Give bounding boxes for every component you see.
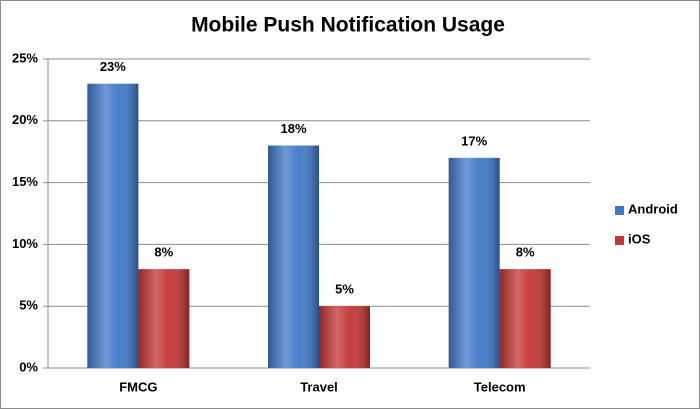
legend-label: iOS <box>628 231 651 246</box>
data-label: 17% <box>461 133 487 148</box>
bar-shade <box>499 269 551 368</box>
legend-label: Android <box>628 201 678 216</box>
x-tick-label: Travel <box>300 379 338 394</box>
legend-swatch <box>615 236 624 245</box>
y-tick-label: 5% <box>19 298 38 313</box>
data-label: 18% <box>280 121 306 136</box>
y-tick-label: 25% <box>12 50 38 65</box>
data-label: 8% <box>516 245 535 260</box>
x-tick-label: FMCG <box>119 379 157 394</box>
y-tick-label: 10% <box>12 236 38 251</box>
data-label: 8% <box>154 245 173 260</box>
data-label: 23% <box>100 59 126 74</box>
y-tick-label: 15% <box>12 174 38 189</box>
bar-shade <box>319 306 370 368</box>
x-tick-label: Telecom <box>474 379 526 394</box>
y-tick-label: 20% <box>12 112 38 127</box>
bar-shade <box>138 269 190 368</box>
bar-shade <box>87 83 139 368</box>
bar-shade <box>268 145 319 368</box>
chart-title: Mobile Push Notification Usage <box>191 14 505 37</box>
legend-swatch <box>615 206 624 215</box>
bar-shade <box>448 157 500 368</box>
y-tick-label: 0% <box>19 359 38 374</box>
data-label: 5% <box>335 282 354 297</box>
